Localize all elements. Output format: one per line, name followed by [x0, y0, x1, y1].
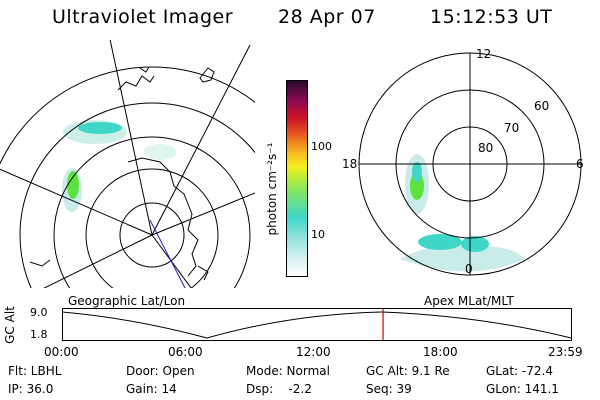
colorbar-tick-100: 100: [311, 140, 332, 153]
glon-status: GLon: 141.1: [486, 382, 559, 396]
aurora-emission-right: [400, 154, 525, 272]
time-tick-1800: 18:00: [423, 345, 458, 359]
glat-status: GLat: -72.4: [486, 364, 553, 378]
color-scale-bar: [286, 80, 308, 277]
filter-status: Flt: LBHL: [8, 364, 62, 378]
altitude-ytick-min: 1.8: [30, 328, 48, 341]
mlt-label-12: 12: [476, 47, 491, 61]
door-status: Door: Open: [126, 364, 195, 378]
time-tick-0600: 06:00: [168, 345, 203, 359]
lat-label-60: 60: [534, 99, 549, 113]
time-tick-0000: 00:00: [44, 345, 79, 359]
mlt-label-6: 6: [576, 157, 584, 171]
gain-status: Gain: 14: [126, 382, 177, 396]
time-tick-2359: 23:59: [548, 345, 583, 359]
app-title: Ultraviolet Imager: [52, 6, 234, 28]
aurora-emission-left: [62, 120, 176, 212]
mlt-label-0: 0: [465, 262, 473, 276]
header-time: 15:12:53 UT: [430, 6, 553, 28]
lat-label-80: 80: [478, 141, 493, 155]
seq-status: Seq: 39: [366, 382, 412, 396]
mode-status: Mode: Normal: [246, 364, 330, 378]
polar-plot: 12 18 6 0 60 70 80: [342, 47, 584, 276]
ip-status: IP: 36.0: [8, 382, 54, 396]
colorbar-unit-label: photon cm⁻²s⁻¹: [265, 142, 279, 236]
lat-label-70: 70: [504, 121, 519, 135]
time-tick-1200: 12:00: [296, 345, 331, 359]
left-panel-caption: Geographic Lat/Lon: [68, 294, 186, 308]
altitude-ytick-max: 9.0: [30, 306, 48, 319]
colorbar-tick-10: 10: [311, 228, 325, 241]
header-date: 28 Apr 07: [278, 6, 376, 28]
right-panel-caption: Apex MLat/MLT: [424, 294, 514, 308]
dsp-status: Dsp: -2.2: [246, 382, 312, 396]
altitude-ylabel: GC Alt: [3, 306, 17, 344]
mlt-label-18: 18: [342, 157, 357, 171]
altitude-plot: [62, 308, 572, 341]
gc-alt-status: GC Alt: 9.1 Re: [366, 364, 450, 378]
geographic-map: [0, 40, 255, 288]
